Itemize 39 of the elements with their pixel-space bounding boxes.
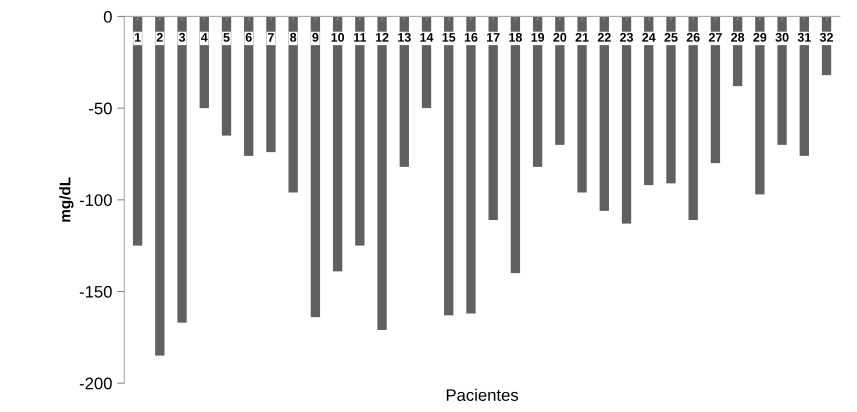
- x-tick-label: 6: [246, 32, 252, 42]
- x-tick-label: 21: [576, 32, 589, 42]
- x-tick-label: 7: [268, 33, 274, 42]
- x-tick-label: 22: [598, 32, 611, 42]
- x-tick-label: 8: [290, 32, 296, 42]
- x-tick-label: 32: [820, 32, 833, 42]
- y-tick-label: -50: [89, 102, 112, 114]
- x-tick-label: 5: [223, 33, 230, 42]
- x-tick-label: 1: [134, 33, 141, 42]
- x-tick-label: 30: [775, 32, 789, 42]
- x-tick-label: 9: [312, 32, 318, 42]
- x-tick-label: 15: [442, 33, 456, 42]
- x-tick-label: 26: [686, 32, 700, 42]
- x-tick-label: 19: [531, 32, 544, 42]
- x-tick-label: 10: [331, 32, 344, 42]
- x-tick-label: 20: [553, 32, 566, 42]
- y-tick-label: -150: [80, 286, 112, 298]
- x-tick-label: 23: [620, 32, 634, 42]
- y-tick-label: -100: [80, 194, 112, 206]
- y-tick-label: -200: [80, 378, 112, 390]
- x-tick-label: 4: [200, 33, 208, 42]
- y-tick-label: 0: [104, 10, 112, 23]
- x-tick-label: 16: [464, 32, 478, 42]
- x-tick-label: 31: [798, 32, 811, 42]
- x-tick-label: 11: [354, 33, 366, 42]
- x-tick-label: 3: [178, 32, 186, 42]
- x-tick-label: 27: [708, 32, 722, 42]
- x-tick-label: 14: [420, 33, 434, 42]
- x-tick-label: 24: [642, 32, 656, 42]
- x-tick-label: 13: [398, 32, 411, 42]
- x-tick-label: 29: [753, 32, 766, 42]
- x-tick-label: 18: [509, 32, 522, 42]
- x-tick-label: 12: [376, 32, 389, 42]
- x-tick-label: 25: [664, 32, 678, 42]
- x-axis-title: Pacientes: [446, 388, 518, 401]
- x-tick-label: 28: [731, 32, 744, 42]
- y-axis-title: mg/dL: [59, 177, 74, 222]
- x-tick-label: 17: [487, 33, 500, 42]
- x-tick-label: 2: [156, 32, 163, 42]
